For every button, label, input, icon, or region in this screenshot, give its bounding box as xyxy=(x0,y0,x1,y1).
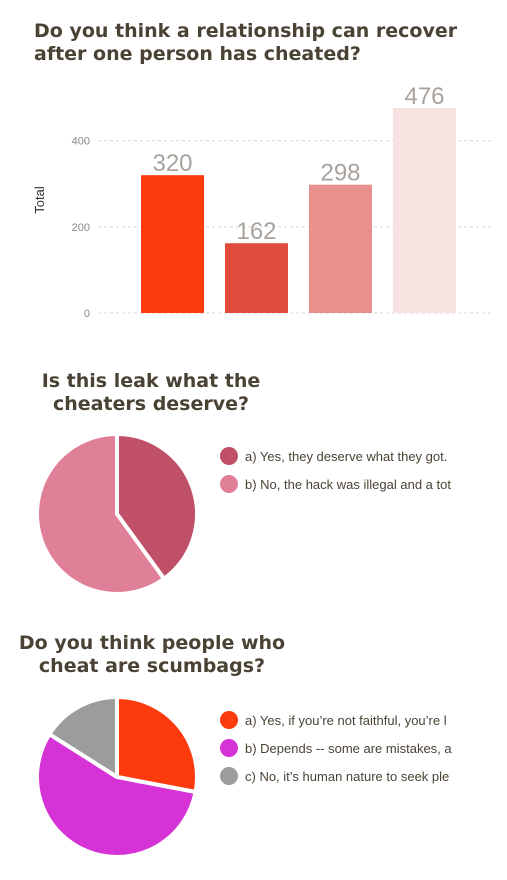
pie-slice xyxy=(34,432,167,596)
legend-label: b) No, the hack was illegal and a tot xyxy=(245,477,451,492)
bar xyxy=(309,184,372,313)
legend-label: c) No, it’s human nature to seek ple xyxy=(245,769,449,784)
pie-slice xyxy=(115,432,199,581)
bar-chart: 0 200 400 Total 320 162 298 476 xyxy=(32,83,493,320)
pie-slice xyxy=(115,695,199,794)
pie-chart-2: a) Yes, if you’re not faithful, you’re l… xyxy=(35,695,452,859)
legend-swatch xyxy=(220,767,238,785)
legend-swatch xyxy=(220,447,238,465)
pie-chart-1-title: Is this leak what the cheaters deserve? xyxy=(41,370,261,415)
bar-value-label: 298 xyxy=(320,160,360,187)
bar-value-label: 320 xyxy=(152,150,192,177)
pie-slice xyxy=(47,695,119,779)
legend-label: b) Depends -- some are mistakes, a xyxy=(245,741,452,756)
pie-chart-2-title: Do you think people who cheat are scumba… xyxy=(18,632,286,677)
pie-chart-1: a) Yes, they deserve what they got. b) No… xyxy=(34,432,451,596)
y-tick-label: 400 xyxy=(72,136,90,148)
legend-swatch xyxy=(220,711,238,729)
bar-value-label: 476 xyxy=(404,83,444,110)
legend-swatch xyxy=(220,739,238,757)
bar xyxy=(141,175,204,313)
bar xyxy=(393,108,456,313)
y-tick-label: 200 xyxy=(72,222,90,234)
legend-swatch xyxy=(220,475,238,493)
bar-value-label: 162 xyxy=(236,218,276,245)
bar-chart-title: Do you think a relationship can recover … xyxy=(34,20,458,65)
y-axis-label: Total xyxy=(32,186,47,214)
pie-slice xyxy=(35,732,198,859)
legend-label: a) Yes, they deserve what they got. xyxy=(245,449,447,464)
y-tick-label: 0 xyxy=(84,308,90,320)
bar xyxy=(225,243,288,313)
legend-label: a) Yes, if you’re not faithful, you’re l xyxy=(245,713,447,728)
